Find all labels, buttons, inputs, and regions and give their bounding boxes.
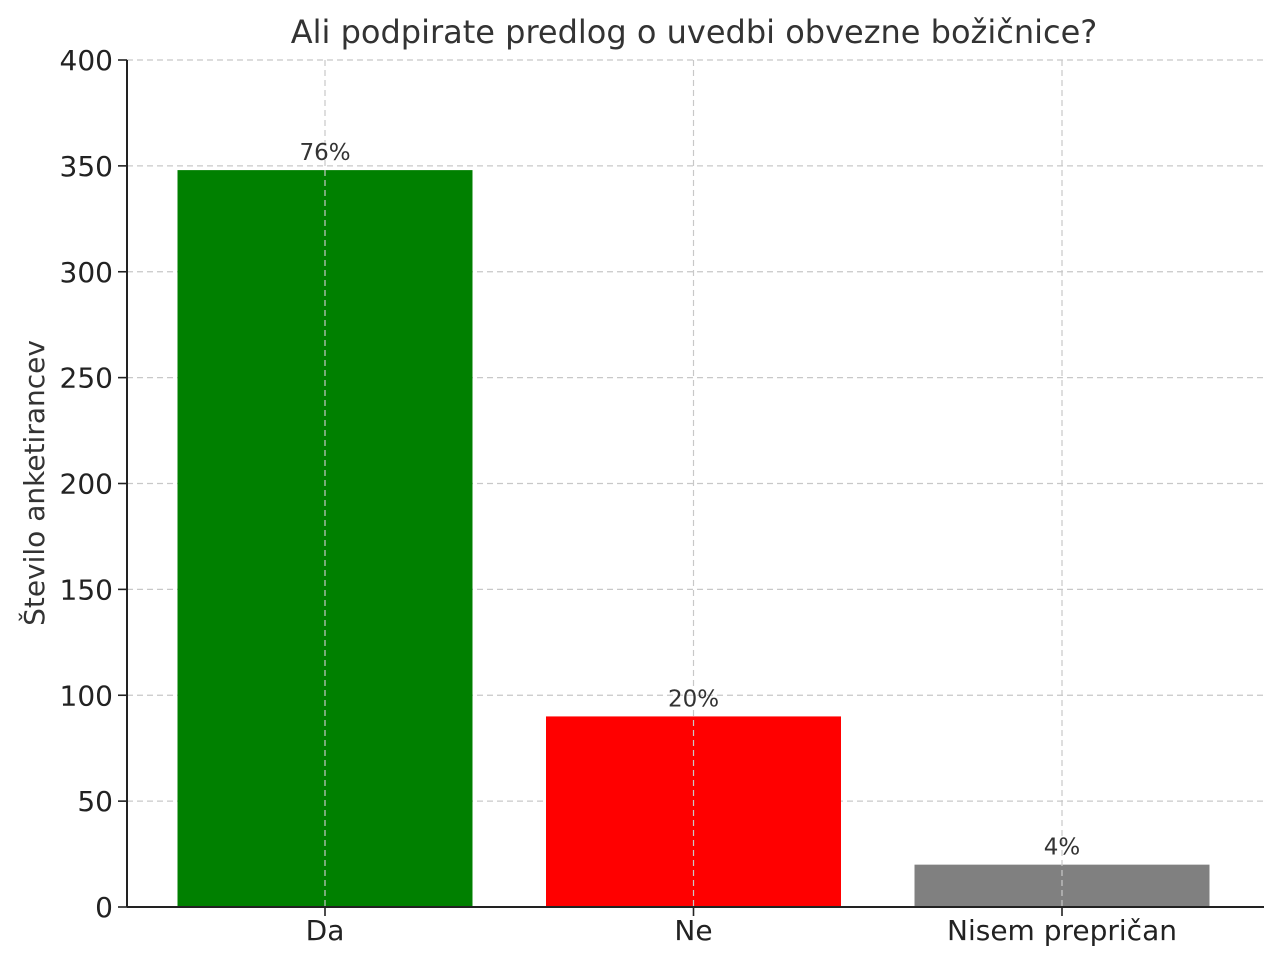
x-ticks-layer: Da Ne Nisem prepričan — [306, 907, 1177, 947]
y-tick-label: 400 — [60, 44, 113, 77]
data-label: 76% — [299, 140, 350, 166]
x-tick-label: Nisem prepričan — [947, 914, 1177, 947]
y-axis-label: Število anketirancev — [17, 340, 51, 626]
y-tick-label: 50 — [77, 785, 113, 818]
data-label: 4% — [1044, 835, 1081, 861]
y-tick-label: 0 — [95, 891, 113, 924]
y-tick-label: 300 — [60, 256, 113, 289]
x-tick-label: Ne — [674, 914, 712, 947]
data-label: 20% — [668, 686, 719, 712]
y-tick-label: 250 — [60, 362, 113, 395]
data-labels-layer: 76% 20% 4% — [299, 140, 1080, 861]
y-tick-label: 150 — [60, 573, 113, 606]
y-tick-label: 350 — [60, 150, 113, 183]
x-grid-layer — [324, 60, 1063, 907]
chart-title: Ali podpirate predlog o uvedbi obvezne b… — [291, 13, 1098, 51]
y-ticks-layer: 0 50 100 150 200 250 300 350 400 — [60, 44, 127, 924]
y-tick-label: 100 — [60, 679, 113, 712]
y-tick-label: 200 — [60, 468, 113, 501]
x-tick-label: Da — [306, 914, 345, 947]
